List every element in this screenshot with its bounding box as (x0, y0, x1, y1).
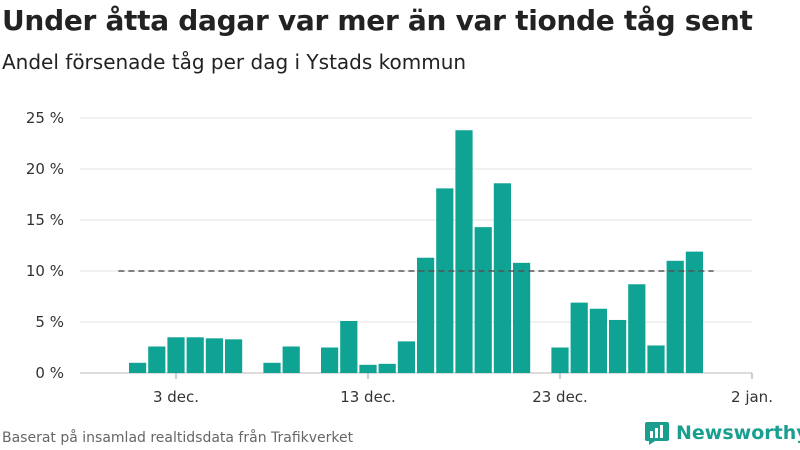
bar (340, 320, 358, 373)
bar (417, 257, 435, 373)
x-tick-label: 13 dec. (340, 388, 396, 406)
bar (513, 262, 531, 373)
bar (493, 183, 511, 373)
x-tick-label: 3 dec. (153, 388, 199, 406)
bar (570, 302, 588, 373)
bar (551, 347, 569, 373)
bar (378, 363, 396, 373)
bar (647, 345, 665, 373)
bar (205, 338, 223, 373)
bar (282, 346, 300, 373)
x-tick-label: 2 jan. (731, 388, 773, 406)
bar (436, 188, 454, 373)
y-tick-label: 5 % (35, 313, 64, 331)
bar (628, 284, 646, 373)
bar (359, 364, 377, 373)
bar (474, 227, 492, 373)
bar (321, 347, 339, 373)
y-tick-label: 0 % (35, 364, 64, 382)
newsworthy-logo-icon (645, 422, 669, 445)
brand-name: Newsworthy (676, 422, 800, 444)
source-note: Baserat på insamlad realtidsdata från Tr… (2, 430, 354, 446)
y-tick-label: 15 % (26, 211, 64, 229)
bar (263, 362, 281, 373)
bar (148, 346, 166, 373)
bar (685, 251, 703, 373)
chart-title: Under åtta dagar var mer än var tionde t… (2, 4, 753, 37)
y-tick-label: 20 % (26, 160, 64, 178)
bar (666, 260, 684, 373)
bar (397, 341, 415, 373)
chart-subtitle: Andel försenade tåg per dag i Ystads kom… (2, 50, 467, 74)
bar (225, 339, 243, 373)
bar (129, 362, 147, 373)
bar (589, 308, 607, 373)
x-tick-label: 23 dec. (532, 388, 588, 406)
brand-logo: Newsworthy (644, 420, 800, 446)
y-tick-label: 25 % (26, 109, 64, 127)
bar (186, 337, 204, 373)
bar (167, 337, 185, 373)
bar (455, 130, 473, 373)
y-tick-label: 10 % (26, 262, 64, 280)
bar (609, 319, 627, 373)
